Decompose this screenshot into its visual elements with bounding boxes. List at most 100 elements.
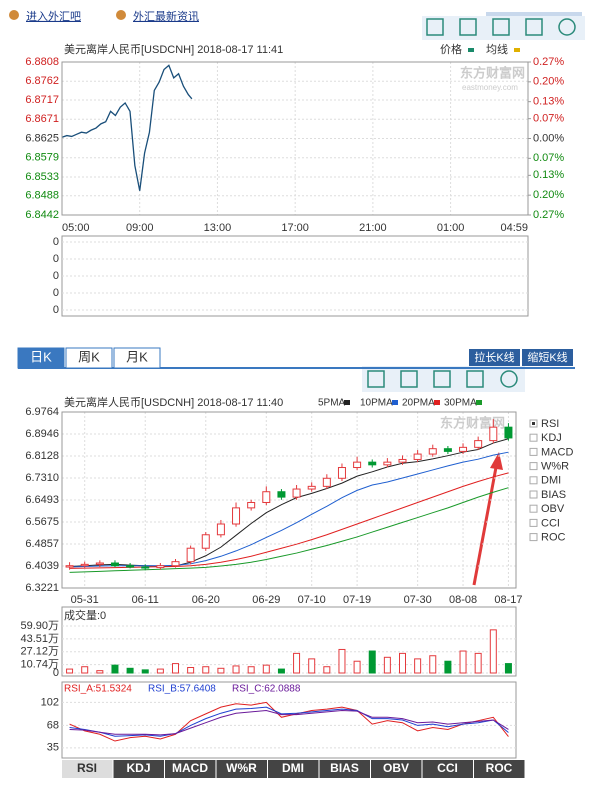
- volume-bar: [429, 655, 437, 674]
- toolbar-bg: [422, 16, 585, 40]
- indicator-tab-label[interactable]: OBV: [383, 761, 409, 775]
- icon-button[interactable]: [466, 370, 484, 388]
- x-tick-label: 05:00: [62, 222, 90, 234]
- link[interactable]: 进入外汇吧: [26, 10, 81, 23]
- tab-label[interactable]: 月K: [126, 349, 148, 364]
- y-tick-label: 43.51万: [20, 633, 59, 645]
- indicator-option[interactable]: BIAS: [541, 489, 566, 501]
- indicator-tab-label[interactable]: DMI: [282, 761, 304, 775]
- legend-label: 均线: [486, 42, 508, 56]
- candle-body: [110, 562, 119, 567]
- indicator-option[interactable]: W%R: [541, 461, 569, 473]
- indicator-tab[interactable]: [268, 760, 319, 778]
- icon-button[interactable]: [433, 370, 451, 388]
- checkbox[interactable]: [529, 533, 538, 542]
- indicator-option[interactable]: CCI: [541, 517, 560, 529]
- indicator-option[interactable]: ROC: [541, 532, 566, 544]
- button[interactable]: [469, 349, 520, 366]
- x-tick-label: 05-31: [71, 594, 99, 606]
- tab[interactable]: [113, 347, 161, 369]
- indicator-tab-label[interactable]: BIAS: [330, 761, 359, 775]
- y-tick-label: 6.8717: [25, 94, 59, 106]
- icon-button[interactable]: [525, 18, 543, 36]
- indicator-option[interactable]: RSI: [541, 418, 559, 430]
- indicator-tab[interactable]: [319, 760, 371, 778]
- indicator-tab[interactable]: [422, 760, 474, 778]
- x-tick-label: 09:00: [126, 222, 154, 234]
- indicator-option[interactable]: DMI: [541, 475, 561, 487]
- y-tick-label: 6.5675: [25, 516, 59, 528]
- indicator-tab-label[interactable]: CCI: [437, 761, 458, 775]
- panel-title: 成交量:0: [64, 608, 106, 622]
- checkbox[interactable]: [529, 433, 538, 442]
- tab[interactable]: [17, 347, 65, 369]
- indicator-option[interactable]: OBV: [541, 503, 565, 515]
- indicator-tab[interactable]: [62, 760, 113, 778]
- x-tick-label: 08-08: [449, 594, 477, 606]
- volume-bar: [323, 666, 331, 674]
- y-tick-label: 0: [53, 667, 59, 679]
- icon-button[interactable]: [558, 18, 576, 36]
- tab-label[interactable]: 日K: [30, 349, 52, 364]
- indicator-tab-label[interactable]: KDJ: [126, 761, 150, 775]
- indicator-tab-label[interactable]: RSI: [77, 761, 97, 775]
- volume-bar: [459, 650, 467, 674]
- watermark: 东方财富网: [440, 415, 505, 430]
- legend-label: 价格: [440, 42, 462, 56]
- candle-body: [459, 446, 468, 452]
- icon-button[interactable]: [367, 370, 385, 388]
- indicator-option[interactable]: MACD: [541, 446, 573, 458]
- checkbox[interactable]: [529, 504, 538, 513]
- checkbox[interactable]: [529, 476, 538, 485]
- icon-button[interactable]: [426, 18, 444, 36]
- indicator-tab[interactable]: [113, 760, 165, 778]
- link[interactable]: 外汇最新资讯: [133, 9, 199, 23]
- candle-body: [428, 448, 437, 455]
- icon-button[interactable]: [459, 18, 477, 36]
- candle-body: [443, 448, 452, 452]
- volume-bar: [414, 658, 422, 674]
- chart-title: 美元离岸人民币[USDCNH] 2018-08-17 11:40: [64, 395, 283, 409]
- volume-bar: [247, 666, 255, 674]
- tab[interactable]: [65, 347, 113, 369]
- icon-button[interactable]: [500, 370, 518, 388]
- icon-button[interactable]: [492, 18, 510, 36]
- checkbox[interactable]: [529, 462, 538, 471]
- volume-bar: [504, 663, 512, 674]
- watermark: 东方财富网: [460, 65, 525, 80]
- legend-swatch: [468, 48, 474, 52]
- checkbox[interactable]: [529, 518, 538, 527]
- button-label[interactable]: 拉长K线: [474, 350, 514, 364]
- watermark: eastmoney.com: [462, 83, 518, 92]
- ma-line: [69, 451, 509, 568]
- volume-bar: [444, 660, 452, 674]
- icon-button[interactable]: [400, 370, 418, 388]
- y2-tick-label: 0.13%: [533, 169, 564, 181]
- volume-bar: [262, 664, 270, 674]
- indicator-tab[interactable]: [371, 760, 422, 778]
- volume-bar: [217, 667, 225, 674]
- candle-body: [201, 534, 210, 549]
- tab-label[interactable]: 周K: [78, 349, 100, 364]
- y2-tick-label: 0.07%: [533, 152, 564, 164]
- candle-body: [322, 477, 331, 487]
- y-tick-label: 6.8762: [25, 75, 59, 87]
- indicator-tab[interactable]: [165, 760, 216, 778]
- legend-swatch: [476, 400, 482, 405]
- toolbar: [362, 366, 525, 392]
- indicator-tab-label[interactable]: ROC: [486, 761, 513, 775]
- candle-body: [292, 488, 301, 498]
- legend-swatch: [392, 400, 398, 405]
- indicator-option[interactable]: KDJ: [541, 432, 562, 444]
- y-tick-label: 0: [53, 270, 59, 282]
- checkbox[interactable]: [529, 490, 538, 499]
- indicator-tab[interactable]: [474, 760, 525, 778]
- button[interactable]: [522, 349, 573, 366]
- indicator-tab-label[interactable]: MACD: [172, 761, 208, 775]
- indicator-tab-label[interactable]: W%R: [226, 761, 257, 775]
- volume-bar: [383, 656, 391, 674]
- y-tick-label: 6.8946: [25, 428, 59, 440]
- button-label[interactable]: 缩短K线: [527, 350, 567, 364]
- checkbox[interactable]: [529, 447, 538, 456]
- indicator-tab[interactable]: [216, 760, 268, 778]
